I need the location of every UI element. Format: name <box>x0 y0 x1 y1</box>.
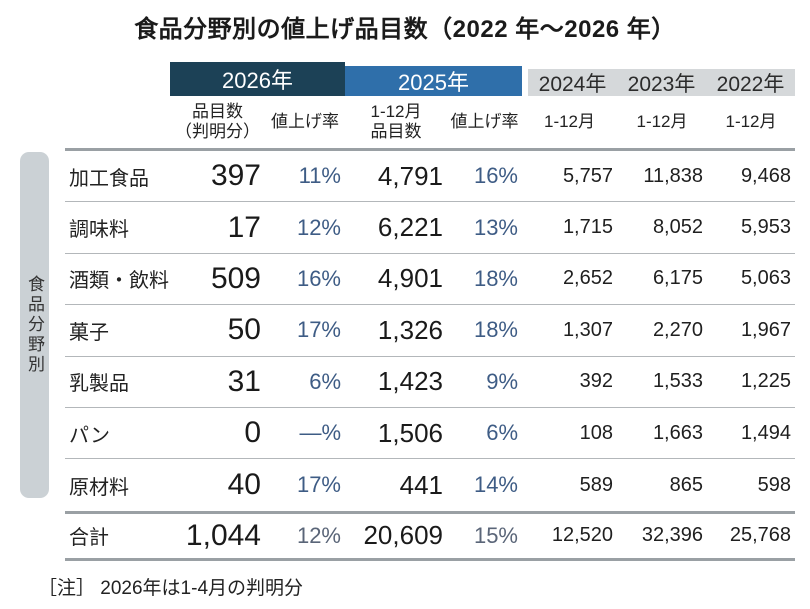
table-row-confectionery: 菓子 50 17% 1,326 18% 1,307 2,270 1,967 <box>65 305 795 357</box>
cell-2026-items: 0 <box>244 416 261 450</box>
cell-2025-items: 4,901 <box>377 263 443 294</box>
subheader-2025-items: 1-12月 品目数 <box>345 96 447 148</box>
cell-2025-items: 1,423 <box>377 366 443 397</box>
cell-2024-items: 108 <box>579 421 613 444</box>
cell-2022-items: 1,225 <box>740 370 791 393</box>
cell-2024-items: 392 <box>579 370 613 393</box>
cell-2025-items: 4,791 <box>377 160 443 191</box>
cell-2026-items: 50 <box>227 313 261 347</box>
cell-2026-items: 40 <box>227 468 261 502</box>
subheader-spacer <box>65 96 170 148</box>
table-row-processed-foods: 加工食品 397 11% 4,791 16% 5,757 11,838 9,46… <box>65 151 795 203</box>
cell-2026-rate: 12% <box>296 522 341 548</box>
row-label: 加工食品 <box>69 167 149 190</box>
cell-2023-items: 6,175 <box>652 267 703 290</box>
row-label: 合計 <box>69 527 109 550</box>
table-row-dairy: 乳製品 31 6% 1,423 9% 392 1,533 1,225 <box>65 357 795 408</box>
subheader-2024-months: 1-12月 <box>543 111 596 131</box>
cell-2026-rate: 11% <box>298 163 341 189</box>
page-title: 食品分野別の値上げ品目数（2022 年～2026 年） <box>134 16 676 43</box>
cell-2023-items: 11,838 <box>643 164 703 187</box>
cell-2026-rate: 6% <box>309 368 341 394</box>
row-label: 乳製品 <box>69 373 129 396</box>
cell-2024-items: 1,307 <box>562 318 613 341</box>
cell-2022-items: 1,494 <box>740 421 791 444</box>
table-row-bread: パン 0 —% 1,506 6% 108 1,663 1,494 <box>65 408 795 460</box>
table-body: 加工食品 397 11% 4,791 16% 5,757 11,838 9,46… <box>65 151 795 561</box>
cell-2024-items: 12,520 <box>551 524 613 547</box>
year-2026-header: 2026年 <box>170 62 345 96</box>
cell-2023-items: 1,663 <box>652 421 703 444</box>
cell-2026-rate: 17% <box>296 472 341 498</box>
subheader-2026-items-line1: 品目数 <box>192 101 243 121</box>
cell-2022-items: 25,768 <box>729 524 791 547</box>
subheader-2026-items: 品目数 （判明分） <box>170 96 265 148</box>
subheader-2025-items-line2: 品目数 <box>370 122 422 141</box>
row-label: 調味料 <box>69 219 129 242</box>
subheader-2026-rate: 値上げ率 <box>271 111 339 131</box>
cell-2025-rate: 13% <box>473 214 518 240</box>
row-label: 酒類・飲料 <box>69 270 169 293</box>
cell-2024-items: 5,757 <box>562 164 613 187</box>
cell-2024-items: 589 <box>579 473 613 496</box>
table-row-seasonings: 調味料 17 12% 6,221 13% 1,715 8,052 5,953 <box>65 202 795 254</box>
prior-years-header: 2024年 2023年 2022年 <box>528 69 795 96</box>
year-2022-header: 2022年 <box>716 72 785 96</box>
year-header-band: 2026年 2025年 2024年 2023年 2022年 <box>65 62 795 96</box>
cell-2025-items: 20,609 <box>363 520 443 551</box>
cell-2026-rate: 16% <box>296 265 341 291</box>
cell-2023-items: 2,270 <box>652 318 703 341</box>
subheader-2022-months: 1-12月 <box>725 111 777 131</box>
subheader-2023-months: 1-12月 <box>636 111 688 131</box>
cell-2023-items: 32,396 <box>641 524 703 547</box>
cell-2026-rate: 17% <box>296 317 341 343</box>
cell-2023-items: 865 <box>669 473 703 496</box>
cell-2026-items: 1,044 <box>185 518 261 552</box>
cell-2025-items: 1,326 <box>377 314 443 345</box>
side-axis-label: 食品分野別 <box>25 275 44 375</box>
table-row-total: 合計 1,044 12% 20,609 15% 12,520 32,396 25… <box>65 510 795 561</box>
cell-2025-items: 6,221 <box>377 212 443 243</box>
cell-2024-items: 1,715 <box>562 216 613 239</box>
cell-2022-items: 9,468 <box>740 164 791 187</box>
cell-2025-rate: 16% <box>473 163 518 189</box>
cell-2026-rate: —% <box>299 420 341 446</box>
cell-2025-rate: 18% <box>473 265 518 291</box>
cell-2026-items: 31 <box>227 364 261 398</box>
cell-2025-rate: 6% <box>486 420 518 446</box>
column-subheaders: 品目数 （判明分） 値上げ率 1-12月 品目数 値上げ率 1-12月 1-12… <box>65 96 795 151</box>
cell-2025-rate: 15% <box>473 522 518 548</box>
cell-2022-items: 1,967 <box>740 318 791 341</box>
cell-2024-items: 2,652 <box>562 267 613 290</box>
footnote: ［注］ 2026年は1-4月の判明分 <box>38 578 304 599</box>
cell-2022-items: 598 <box>757 473 791 496</box>
cell-2025-rate: 14% <box>473 472 518 498</box>
cell-2025-rate: 9% <box>486 368 518 394</box>
cell-2022-items: 5,063 <box>740 267 791 290</box>
year-2023-header: 2023年 <box>627 72 696 96</box>
table-row-alcohol-beverages: 酒類・飲料 509 16% 4,901 18% 2,652 6,175 5,06… <box>65 254 795 306</box>
cell-2026-items: 397 <box>210 159 261 193</box>
row-label: 原材料 <box>69 476 129 499</box>
cell-2026-items: 509 <box>210 261 261 295</box>
year-2024-header: 2024年 <box>538 72 607 96</box>
cell-2025-rate: 18% <box>473 317 518 343</box>
cell-2023-items: 8,052 <box>652 216 703 239</box>
year-2025-header: 2025年 <box>345 66 522 96</box>
table-row-raw-materials: 原材料 40 17% 441 14% 589 865 598 <box>65 459 795 510</box>
cell-2026-rate: 12% <box>296 214 341 240</box>
cell-2026-items: 17 <box>227 210 261 244</box>
subheader-2026-items-line2: （判明分） <box>175 122 260 141</box>
row-label: パン <box>69 424 110 447</box>
food-category-axis: 食品分野別 <box>20 152 49 498</box>
subheader-2025-items-line1: 1-12月 <box>370 101 422 121</box>
cell-2022-items: 5,953 <box>740 216 791 239</box>
row-label: 菓子 <box>69 321 109 344</box>
cell-2025-items: 1,506 <box>377 417 443 448</box>
cell-2025-items: 441 <box>399 469 443 500</box>
subheader-2025-rate: 値上げ率 <box>450 111 519 131</box>
cell-2023-items: 1,533 <box>652 370 703 393</box>
